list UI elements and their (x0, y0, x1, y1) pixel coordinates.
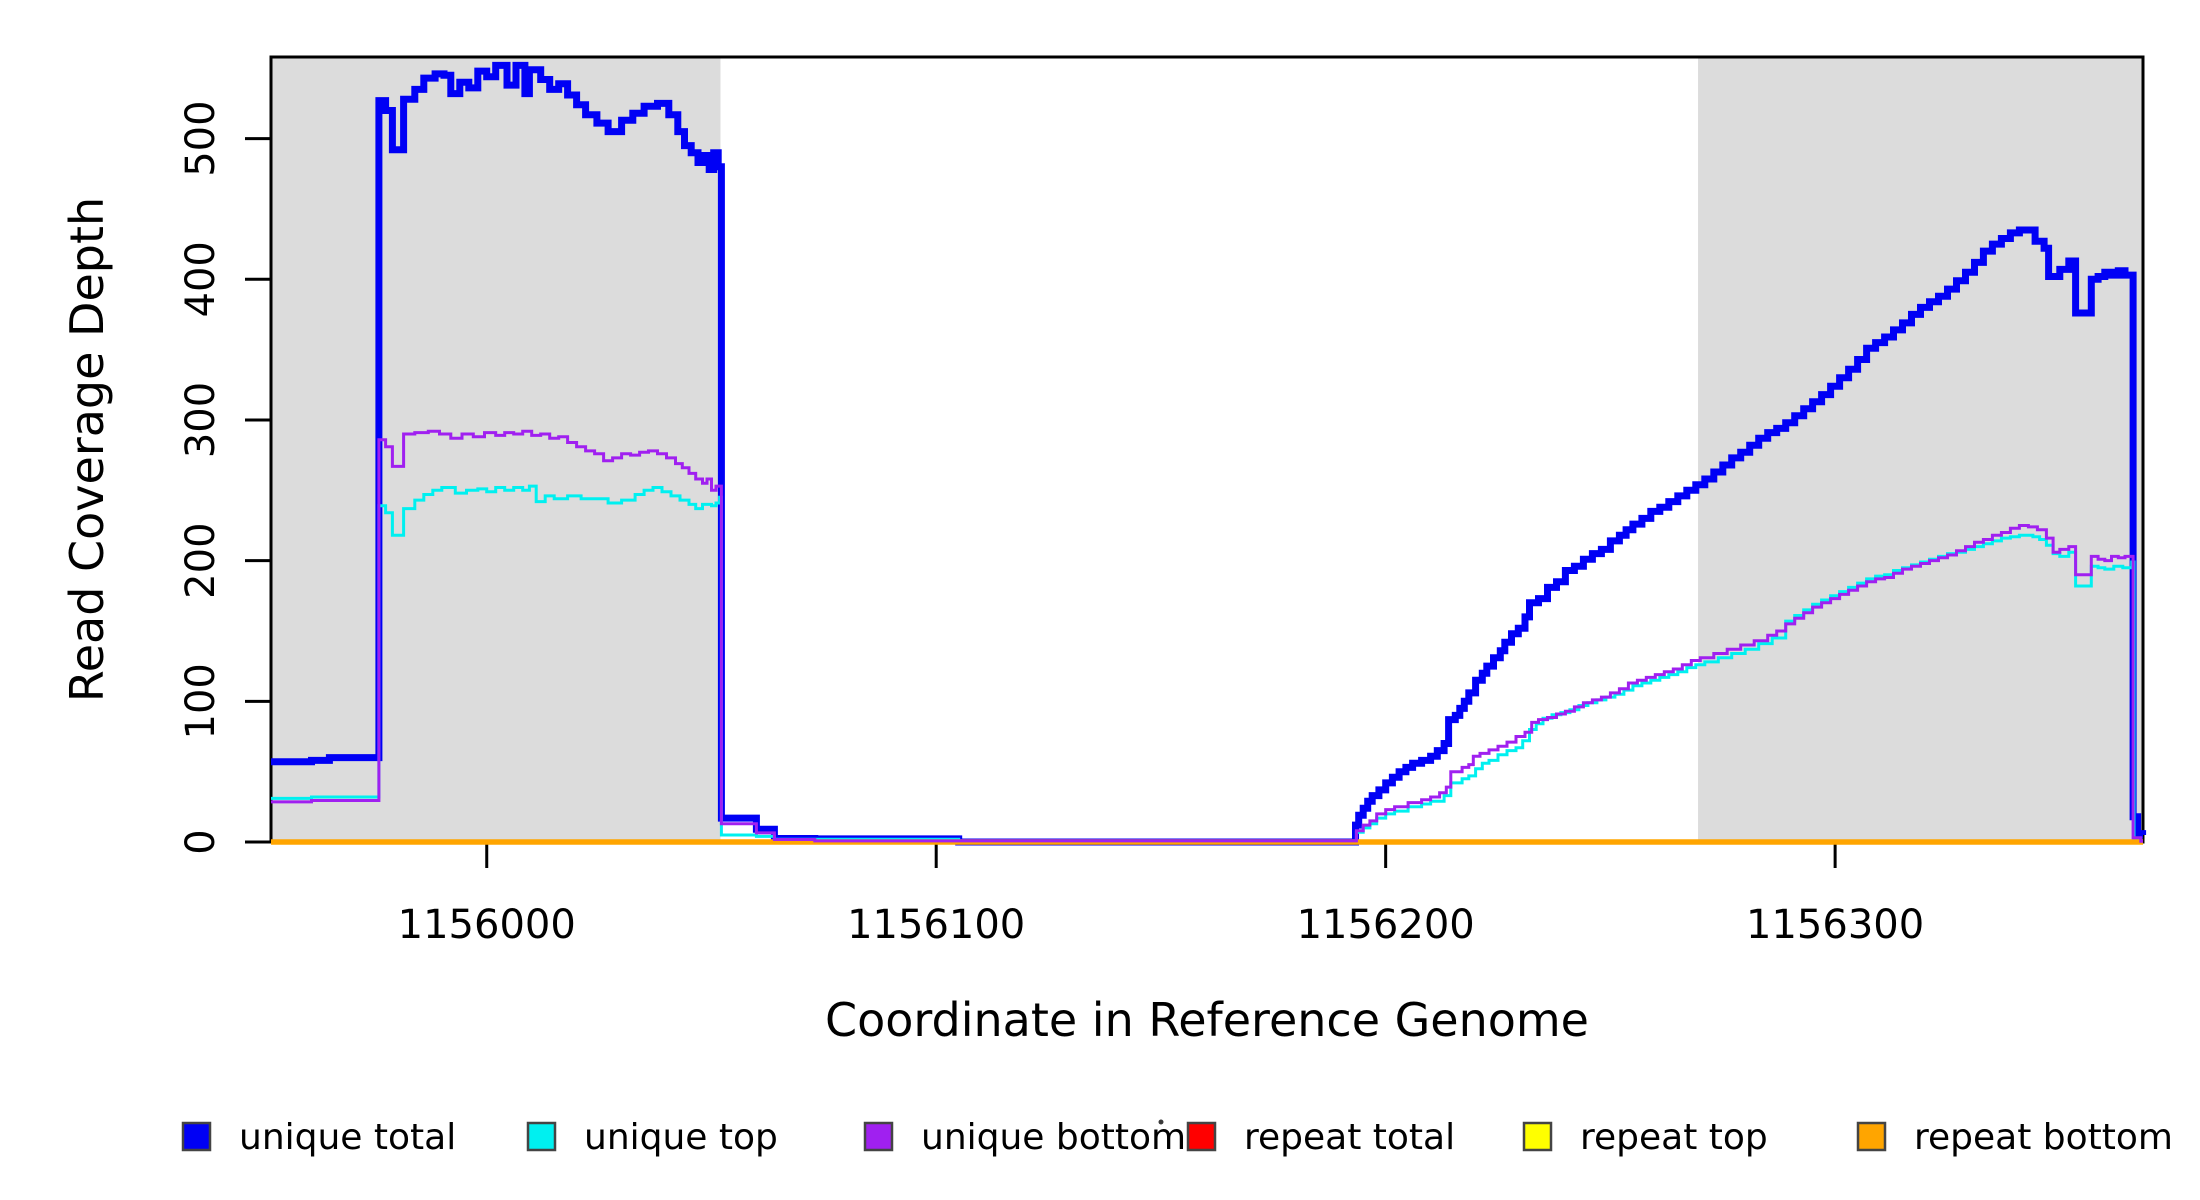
legend-label: repeat top (1580, 1117, 1768, 1158)
legend-swatch-yellow (1522, 1121, 1553, 1152)
y-tick-label: 300 (178, 382, 224, 458)
legend-item: unique total (181, 1117, 456, 1158)
legend-swatch-cyan (526, 1121, 557, 1152)
y-tick-label: 400 (178, 241, 224, 317)
x-axis-title: Coordinate in Reference Genome (825, 993, 1589, 1047)
legend-item: repeat top (1522, 1117, 1768, 1158)
x-tick-label: 1156000 (398, 902, 576, 948)
legend-item: repeat bottom (1856, 1117, 2173, 1158)
x-tick-label: 1156300 (1746, 902, 1924, 948)
y-tick-label: 0 (178, 829, 224, 854)
series-unique-total (271, 61, 2147, 846)
legend-label: unique bottom (921, 1117, 1186, 1158)
series-unique-bottom (271, 429, 2143, 843)
legend-swatch-orange (1856, 1121, 1887, 1152)
x-tick-label: 1156200 (1297, 902, 1475, 948)
legend-swatch-purple (863, 1121, 894, 1152)
legend-label: repeat bottom (1914, 1117, 2173, 1158)
y-tick-label: 100 (178, 663, 224, 739)
x-tick-label: 1156100 (847, 902, 1025, 948)
legend-label: unique total (239, 1117, 456, 1158)
highlight-region-right (1698, 57, 2143, 842)
legend-item: repeat total (1186, 1117, 1455, 1158)
y-axis-title: Read Coverage Depth (60, 197, 114, 702)
legend-item: unique top (526, 1117, 778, 1158)
highlight-region-left (271, 57, 721, 842)
y-tick-label: 500 (178, 100, 224, 176)
legend-item: unique bottom (863, 1117, 1186, 1158)
y-tick-label: 200 (178, 522, 224, 598)
stray-point (1158, 1119, 1164, 1125)
legend-swatch-red (1186, 1121, 1217, 1152)
legend-swatch-blue (181, 1121, 212, 1152)
legend-label: unique top (584, 1117, 778, 1158)
legend-label: repeat total (1244, 1117, 1455, 1158)
